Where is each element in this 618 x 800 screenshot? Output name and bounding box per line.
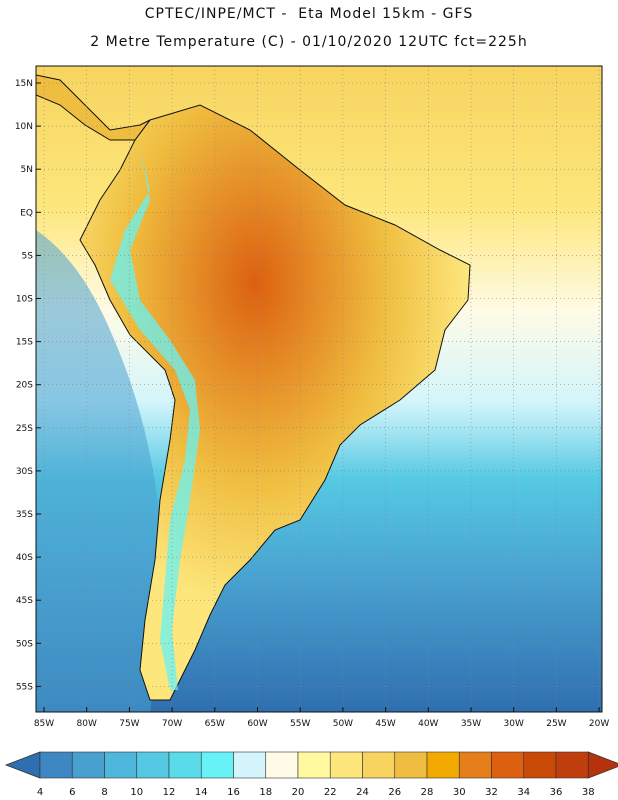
lat-label: 30S	[16, 467, 33, 477]
colorbar-swatch	[523, 751, 557, 779]
lon-label: 80W	[77, 719, 97, 729]
lat-label: 5N	[21, 165, 33, 175]
colorbar-swatch	[555, 751, 589, 779]
colorbar-swatch	[491, 751, 525, 779]
colorbar-label: 38	[582, 787, 595, 798]
lat-label: 40S	[16, 553, 33, 563]
colorbar-swatch	[168, 751, 202, 779]
colorbar-label: 14	[195, 787, 208, 798]
lat-label: 15S	[16, 338, 33, 348]
colorbar-label: 26	[388, 787, 401, 798]
central-america-land	[36, 74, 151, 141]
colorbar-right-arrow	[587, 751, 618, 779]
lat-label: EQ	[20, 208, 33, 218]
lon-label: 35W	[461, 719, 481, 729]
lat-label: 45S	[16, 596, 33, 606]
colorbar-swatch	[233, 751, 267, 779]
colorbar-label: 10	[130, 787, 143, 798]
colorbar-swatch	[362, 751, 396, 779]
lon-label: 85W	[34, 719, 54, 729]
colorbar-label: 22	[324, 787, 337, 798]
lat-label: 35S	[16, 510, 33, 520]
map-frame	[35, 65, 603, 713]
colorbar-label: 32	[485, 787, 498, 798]
colorbar-label: 28	[421, 787, 434, 798]
colorbar-label: 16	[227, 787, 240, 798]
lat-label: 50S	[16, 639, 33, 649]
colorbar-swatch	[394, 751, 428, 779]
colorbar-swatch	[136, 751, 170, 779]
lat-label: 20S	[16, 381, 33, 391]
colorbar-label: 24	[356, 787, 369, 798]
colorbar-swatch	[329, 751, 363, 779]
lon-label: 30W	[504, 719, 524, 729]
lat-label: 55S	[16, 682, 33, 692]
colorbar-left-arrow	[4, 751, 41, 779]
colorbar-swatch	[71, 751, 105, 779]
colorbar-swatch	[426, 751, 460, 779]
lon-label: 65W	[205, 719, 225, 729]
lat-label: 5S	[22, 251, 34, 261]
colorbar-swatch	[104, 751, 138, 779]
lat-label: 10S	[16, 295, 33, 305]
lon-label: 60W	[247, 719, 267, 729]
colorbar-swatch	[265, 751, 299, 779]
title-line-1: CPTEC/INPE/MCT - Eta Model 15km - GFS	[144, 6, 474, 22]
lon-label: 70W	[162, 719, 182, 729]
lon-label: 75W	[119, 719, 139, 729]
lon-label: 50W	[333, 719, 353, 729]
title-line-2: 2 Metre Temperature (C) - 01/10/2020 12U…	[90, 34, 528, 50]
colorbar-label: 6	[69, 787, 75, 798]
lon-label: 20W	[589, 719, 609, 729]
colorbar-swatch	[458, 751, 492, 779]
colorbar-swatch	[200, 751, 234, 779]
lat-label: 25S	[16, 424, 33, 434]
lon-label: 55W	[290, 719, 310, 729]
lat-label: 10N	[15, 122, 33, 132]
lat-label: 15N	[15, 79, 33, 89]
colorbar-label: 34	[517, 787, 530, 798]
colorbar-label: 18	[259, 787, 272, 798]
colorbar-label: 8	[101, 787, 107, 798]
lon-label: 40W	[418, 719, 438, 729]
colorbar-swatch	[39, 751, 73, 779]
lon-label: 25W	[546, 719, 566, 729]
colorbar-label: 12	[163, 787, 176, 798]
pacific-cold-region	[36, 230, 162, 712]
colorbar: 4 6 8 10 12 14 16 18 20 22 24 26 28 30 32 34 36 38	[4, 751, 618, 798]
andes-cold-strip	[110, 150, 200, 690]
colorbar-label: 30	[453, 787, 466, 798]
colorbar-label: 4	[37, 787, 43, 798]
colorbar-swatch	[297, 751, 331, 779]
colorbar-label: 36	[550, 787, 563, 798]
colorbar-label: 20	[292, 787, 305, 798]
lon-label: 45W	[375, 719, 395, 729]
